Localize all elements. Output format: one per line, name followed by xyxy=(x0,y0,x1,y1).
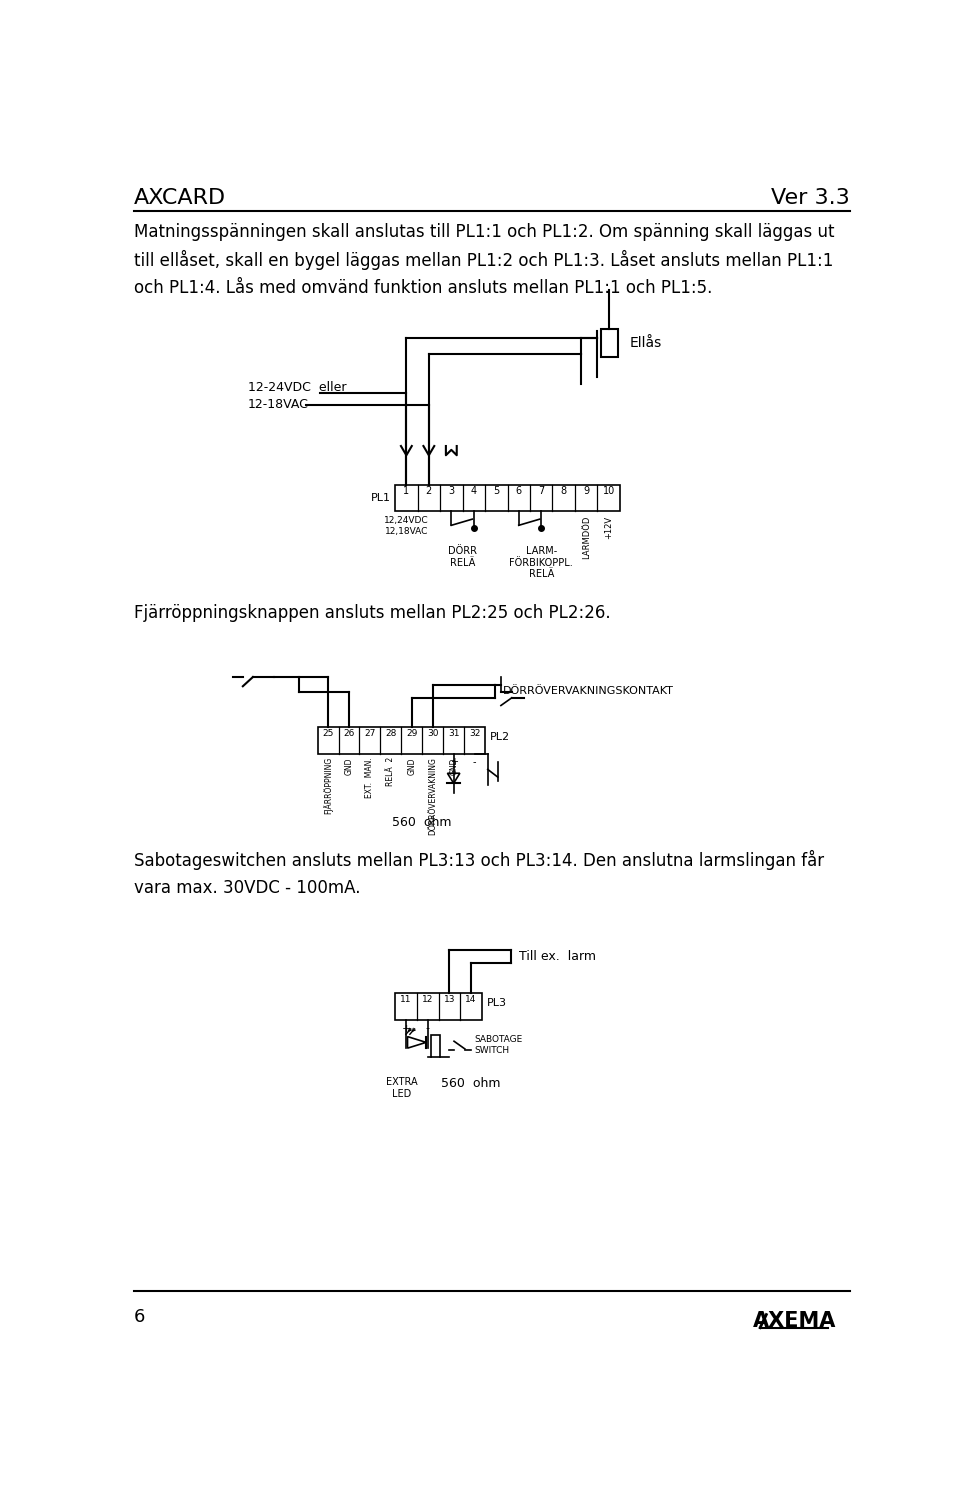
Text: 6: 6 xyxy=(134,1309,145,1327)
Text: Sabotageswitchen ansluts mellan PL3:13 och PL3:14. Den anslutna larmslingan får
: Sabotageswitchen ansluts mellan PL3:13 o… xyxy=(134,851,824,897)
Text: +: + xyxy=(401,1024,411,1034)
Text: 31: 31 xyxy=(448,729,460,738)
Text: Fjärröppningsknappen ansluts mellan PL2:25 och PL2:26.: Fjärröppningsknappen ansluts mellan PL2:… xyxy=(134,604,611,622)
Text: Till ex.  larm: Till ex. larm xyxy=(519,950,596,963)
Text: 560  ohm: 560 ohm xyxy=(441,1078,500,1090)
Text: AXEMA: AXEMA xyxy=(753,1311,836,1330)
Text: 5: 5 xyxy=(493,487,499,496)
Text: 12,24VDC
12,18VAC: 12,24VDC 12,18VAC xyxy=(384,516,429,537)
Text: 28: 28 xyxy=(385,729,396,738)
Text: 32: 32 xyxy=(468,729,480,738)
Bar xyxy=(318,727,485,755)
Text: 560  ohm: 560 ohm xyxy=(393,816,452,828)
Text: Matningsspänningen skall anslutas till PL1:1 och PL1:2. Om spänning skall läggas: Matningsspänningen skall anslutas till P… xyxy=(134,222,834,296)
Text: +: + xyxy=(449,758,458,767)
Text: 25: 25 xyxy=(323,729,334,738)
Bar xyxy=(431,1036,440,1057)
Text: Ellås: Ellås xyxy=(629,337,661,350)
Text: 10: 10 xyxy=(603,487,614,496)
Bar xyxy=(396,992,482,1019)
Text: DÖRRÖVERVAKNINGSKONTAKT: DÖRRÖVERVAKNINGSKONTAKT xyxy=(502,687,673,696)
Text: 8: 8 xyxy=(561,487,566,496)
Text: 6: 6 xyxy=(516,487,522,496)
Text: 1: 1 xyxy=(403,487,409,496)
Text: FJÄRRÖPPNING: FJÄRRÖPPNING xyxy=(324,758,333,815)
Text: SABOTAGE
SWITCH: SABOTAGE SWITCH xyxy=(474,1036,522,1055)
Text: 13: 13 xyxy=(444,995,455,1004)
Text: -: - xyxy=(473,758,476,767)
Text: RELÄ  2: RELÄ 2 xyxy=(386,758,396,786)
Text: PL3: PL3 xyxy=(487,998,507,1009)
Text: 27: 27 xyxy=(364,729,375,738)
Text: PL2: PL2 xyxy=(490,732,510,742)
Text: GND: GND xyxy=(407,758,417,774)
Text: 30: 30 xyxy=(427,729,439,738)
Text: 9: 9 xyxy=(583,487,589,496)
Bar xyxy=(601,329,617,358)
Text: 26: 26 xyxy=(344,729,354,738)
Text: 12-24VDC  eller
12-18VAC: 12-24VDC eller 12-18VAC xyxy=(248,380,347,410)
Text: 29: 29 xyxy=(406,729,418,738)
Text: LARM-
FÖRBIKOPPL.
RELÄ: LARM- FÖRBIKOPPL. RELÄ xyxy=(510,546,573,579)
Text: GND: GND xyxy=(449,758,458,774)
Text: LARMDÖD: LARMDÖD xyxy=(582,516,590,559)
Text: 2: 2 xyxy=(425,487,432,496)
Text: AXCARD: AXCARD xyxy=(134,188,226,207)
Text: 3: 3 xyxy=(448,487,454,496)
Text: DÖRRÖVERVAKNING: DÖRRÖVERVAKNING xyxy=(428,758,437,836)
Text: 11: 11 xyxy=(400,995,412,1004)
Text: -: - xyxy=(425,1024,430,1034)
Text: GND: GND xyxy=(345,758,353,774)
Text: 12: 12 xyxy=(422,995,433,1004)
Text: 7: 7 xyxy=(539,487,544,496)
Text: EXT.  MAN.: EXT. MAN. xyxy=(366,758,374,798)
Text: EXTRA
LED: EXTRA LED xyxy=(386,1078,418,1099)
Text: 14: 14 xyxy=(466,995,477,1004)
Text: 4: 4 xyxy=(470,487,477,496)
Text: +12V: +12V xyxy=(604,516,613,540)
Text: PL1: PL1 xyxy=(371,493,391,504)
Text: Ver 3.3: Ver 3.3 xyxy=(771,188,850,207)
Bar xyxy=(396,484,620,511)
Text: DÖRR
RELÄ: DÖRR RELÄ xyxy=(448,546,477,568)
